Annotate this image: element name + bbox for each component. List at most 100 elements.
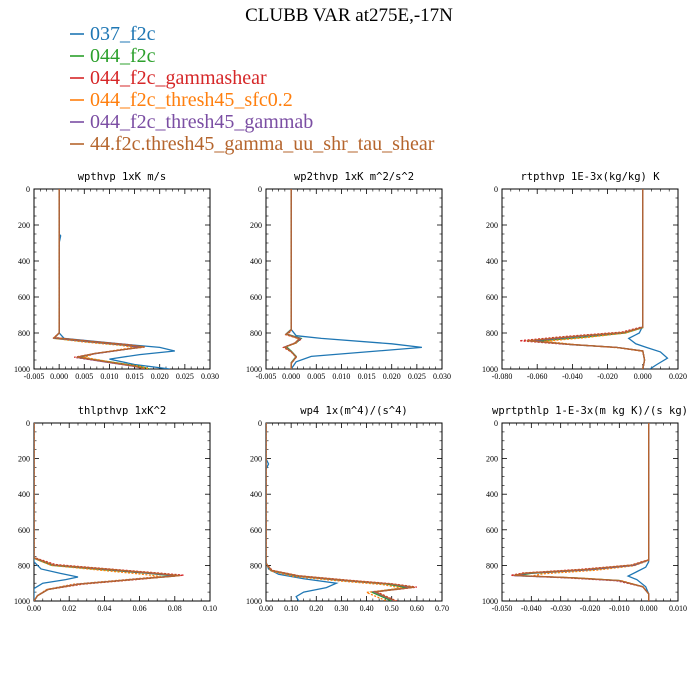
y-tick-label: 0 xyxy=(26,185,30,194)
x-tick-label: 0.010 xyxy=(332,372,350,381)
panel-1: wpthvp 1xK m/s -0.005 0.000 0.005 0.010 0.015… xyxy=(14,171,219,381)
y-tick-label: 600 xyxy=(18,293,30,302)
panels: wpthvp 1xK m/s-0.005 0.000 0.005 0.010 0.015… xyxy=(14,171,688,613)
y-tick-label: 800 xyxy=(250,561,262,570)
panel-title: wprtpthlp 1-E-3x(m kg K)/(s kg) xyxy=(492,405,688,417)
y-tick-label: 200 xyxy=(18,455,30,464)
x-tick-label: 0.030 xyxy=(433,372,451,381)
x-tick-label: -0.060 xyxy=(527,372,548,381)
x-tick-label: 0.10 xyxy=(203,604,217,613)
x-tick-label: 0.06 xyxy=(133,604,147,613)
y-tick-label: 400 xyxy=(18,490,30,499)
x-tick-label: 0.025 xyxy=(176,372,194,381)
legend-item: 037_f2c xyxy=(70,23,156,45)
legend-item: 044_f2c_thresh45_gammab xyxy=(70,111,313,133)
x-tick-label: 0.000 xyxy=(640,604,658,613)
y-tick-label: 800 xyxy=(486,329,498,338)
y-tick-label: 200 xyxy=(486,455,498,464)
series-line xyxy=(58,189,175,369)
series-line xyxy=(34,423,181,601)
x-tick-label: 0.70 xyxy=(435,604,449,613)
y-tick-label: 1000 xyxy=(482,597,498,606)
y-tick-label: 800 xyxy=(486,561,498,570)
series-line xyxy=(526,189,646,369)
legend-item: 044_f2c_gammashear xyxy=(70,67,267,89)
x-tick-label: 0.40 xyxy=(360,604,374,613)
legend-item: 044_f2c xyxy=(70,45,156,67)
legend-label: 037_f2c xyxy=(90,23,156,45)
x-tick-label: 0.00 xyxy=(259,604,273,613)
y-tick-label: 800 xyxy=(18,561,30,570)
x-tick-label: 0.020 xyxy=(383,372,401,381)
series-line xyxy=(266,423,415,601)
series-line xyxy=(513,423,650,601)
legend-label: 044_f2c_thresh45_gammab xyxy=(90,111,313,133)
legend-item: 44.f2c.thresh45_gamma_uu_shr_tau_shear xyxy=(70,133,435,155)
y-tick-label: 0 xyxy=(494,185,498,194)
series-line xyxy=(34,423,175,601)
y-tick-label: 400 xyxy=(486,490,498,499)
plot-frame xyxy=(33,422,211,602)
plot-frame xyxy=(265,188,443,370)
y-tick-label: 600 xyxy=(486,293,498,302)
panel-title: wp4 1x(m^4)/(s^4) xyxy=(300,405,407,417)
x-tick-label: -0.050 xyxy=(492,604,513,613)
y-tick-label: 0 xyxy=(258,185,262,194)
x-tick-label: -0.040 xyxy=(521,604,542,613)
y-tick-label: 200 xyxy=(250,455,262,464)
series-line xyxy=(266,423,412,601)
series-group xyxy=(52,189,175,369)
x-tick-label: 0.00 xyxy=(27,604,41,613)
y-tick-label: 800 xyxy=(250,329,262,338)
series-line xyxy=(52,189,145,369)
x-tick-label: 0.030 xyxy=(201,372,219,381)
x-tick-label: 0.005 xyxy=(307,372,325,381)
panel-2: wp2thvp 1xK m^2/s^2 -0.005 0.000 0.005 0.010… xyxy=(246,171,451,381)
legend-label: 044_f2c_thresh45_sfc0.2 xyxy=(90,89,293,111)
series-line xyxy=(34,423,79,601)
y-tick-label: 1000 xyxy=(246,365,262,374)
legend: 037_f2c044_f2c044_f2c_gammashear044_f2c_… xyxy=(70,23,435,155)
x-tick-label: 0.20 xyxy=(309,604,323,613)
series-line xyxy=(283,189,301,369)
series-line xyxy=(290,189,422,369)
x-tick-label: -0.005 xyxy=(24,372,45,381)
x-tick-label: 0.020 xyxy=(151,372,169,381)
panel-title: wp2thvp 1xK m^2/s^2 xyxy=(294,171,414,183)
y-tick-label: 400 xyxy=(486,257,498,266)
y-tick-label: 600 xyxy=(250,293,262,302)
y-tick-label: 1000 xyxy=(14,365,30,374)
x-tick-label: -0.030 xyxy=(550,604,571,613)
panel-4: thlpthvp 1xK^2 0.00 0.02 0.04 0.06 0.08 0.10 0 2… xyxy=(14,405,217,613)
y-tick-label: 1000 xyxy=(14,597,30,606)
series-line xyxy=(266,423,339,601)
series-line xyxy=(510,423,650,601)
x-tick-label: 0.010 xyxy=(669,604,687,613)
series-line xyxy=(544,189,646,369)
x-tick-label: -0.040 xyxy=(562,372,583,381)
x-tick-label: 0.60 xyxy=(410,604,424,613)
series-line xyxy=(627,189,669,369)
series-line xyxy=(34,423,161,601)
plot-frame xyxy=(33,188,211,370)
series-group xyxy=(34,423,184,601)
legend-item: 044_f2c_thresh45_sfc0.2 xyxy=(70,89,293,111)
figure-title: CLUBB VAR at275E,-17N xyxy=(245,5,453,26)
y-tick-label: 0 xyxy=(494,419,498,428)
y-tick-label: 600 xyxy=(18,526,30,535)
x-tick-label: 0.015 xyxy=(126,372,144,381)
x-tick-label: 0.02 xyxy=(62,604,76,613)
y-tick-label: 1000 xyxy=(246,597,262,606)
x-tick-label: 0.10 xyxy=(284,604,298,613)
x-tick-label: -0.020 xyxy=(580,604,601,613)
legend-label: 044_f2c_gammashear xyxy=(90,67,267,89)
x-tick-label: -0.020 xyxy=(597,372,618,381)
x-tick-label: 0.04 xyxy=(97,604,111,613)
y-tick-label: 400 xyxy=(250,257,262,266)
x-tick-label: -0.080 xyxy=(492,372,513,381)
series-group xyxy=(282,189,422,369)
x-tick-label: 0.50 xyxy=(385,604,399,613)
y-tick-label: 800 xyxy=(18,329,30,338)
y-tick-label: 200 xyxy=(18,221,30,230)
